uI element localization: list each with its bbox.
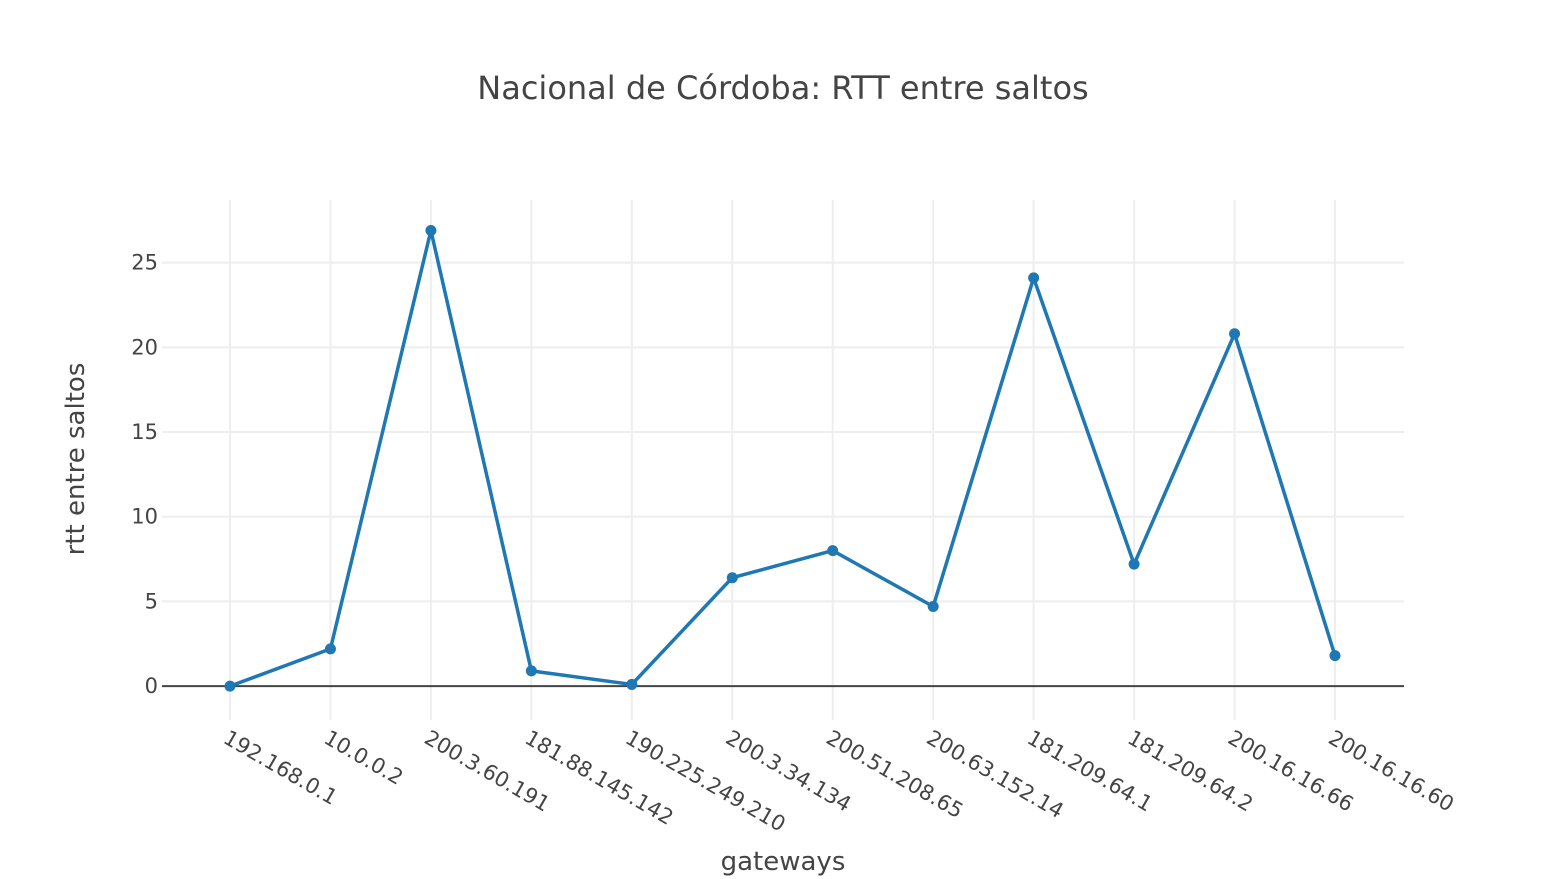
data-point[interactable] xyxy=(324,643,336,655)
series-line xyxy=(229,228,1337,688)
series-group xyxy=(224,224,1341,692)
data-point[interactable] xyxy=(224,680,236,692)
data-point[interactable] xyxy=(1229,328,1241,340)
data-point[interactable] xyxy=(1128,558,1140,570)
data-point[interactable] xyxy=(1028,272,1040,284)
y-axis-ticks: 0 5 10 15 20 25 xyxy=(131,251,158,698)
y-tick-label: 15 xyxy=(131,420,158,444)
y-tick-label: 25 xyxy=(131,251,158,275)
data-point[interactable] xyxy=(927,601,939,613)
grid xyxy=(162,200,1404,720)
y-tick-label: 10 xyxy=(131,505,158,529)
y-tick-label: 5 xyxy=(145,589,158,613)
data-point[interactable] xyxy=(1329,650,1341,662)
x-axis-title: gateways xyxy=(721,847,846,877)
data-point[interactable] xyxy=(425,224,437,236)
data-point[interactable] xyxy=(827,545,839,557)
y-tick-label: 0 xyxy=(145,674,158,698)
y-axis-title: rtt entre saltos xyxy=(61,363,91,556)
data-point[interactable] xyxy=(525,665,537,677)
data-point[interactable] xyxy=(726,572,738,584)
y-tick-label: 20 xyxy=(131,335,158,359)
data-point[interactable] xyxy=(626,678,638,690)
chart-title: Nacional de Córdoba: RTT entre saltos xyxy=(477,69,1088,107)
